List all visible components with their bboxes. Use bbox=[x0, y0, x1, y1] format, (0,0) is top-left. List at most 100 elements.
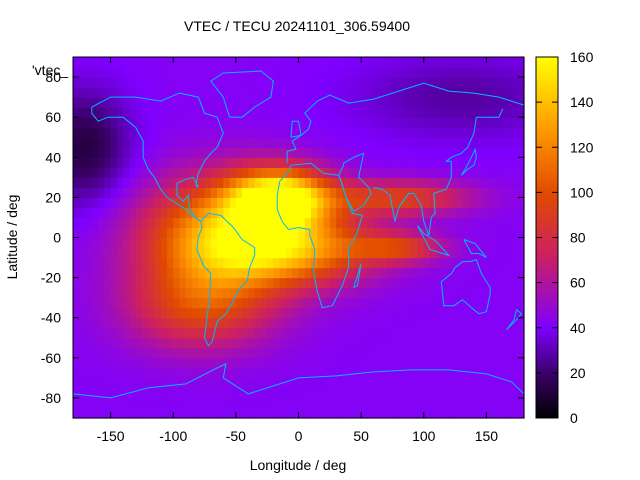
heatmap-cell bbox=[298, 357, 306, 369]
heatmap-cell bbox=[404, 237, 412, 249]
heatmap-cell bbox=[361, 57, 368, 68]
heatmap-cell bbox=[217, 377, 224, 389]
heatmap-cell bbox=[292, 267, 300, 279]
heatmap-cell bbox=[116, 287, 124, 299]
heatmap-cell bbox=[292, 157, 300, 168]
heatmap-cell bbox=[229, 157, 237, 168]
heatmap-cell bbox=[404, 157, 412, 168]
heatmap-cell bbox=[298, 257, 306, 269]
heatmap-cell bbox=[217, 127, 224, 138]
heatmap-cell bbox=[323, 257, 331, 269]
heatmap-cell bbox=[260, 107, 268, 118]
heatmap-cell bbox=[317, 377, 325, 389]
heatmap-cell bbox=[217, 277, 224, 289]
heatmap-cell bbox=[198, 367, 206, 379]
heatmap-cell bbox=[442, 407, 450, 419]
y-axis-label: Latitude / deg bbox=[4, 195, 20, 280]
heatmap-cell bbox=[210, 307, 218, 319]
heatmap-cell bbox=[79, 217, 87, 229]
heatmap-cell bbox=[455, 147, 462, 158]
heatmap-cell bbox=[123, 137, 130, 148]
heatmap-cell bbox=[279, 207, 287, 219]
heatmap-cell bbox=[404, 107, 412, 118]
heatmap-cell bbox=[79, 357, 87, 369]
heatmap-cell bbox=[235, 387, 243, 399]
heatmap-cell bbox=[398, 227, 406, 239]
heatmap-cell bbox=[254, 97, 262, 108]
heatmap-cell bbox=[367, 377, 375, 389]
heatmap-cell bbox=[179, 217, 187, 229]
heatmap-cell bbox=[98, 127, 105, 138]
heatmap-cell bbox=[342, 57, 350, 68]
heatmap-cell bbox=[329, 337, 337, 349]
heatmap-cell bbox=[386, 307, 394, 319]
heatmap-cell bbox=[430, 277, 437, 289]
heatmap-cell bbox=[311, 227, 318, 239]
heatmap-cell bbox=[79, 327, 87, 339]
heatmap-cell bbox=[423, 337, 431, 349]
heatmap-cell bbox=[116, 367, 124, 379]
heatmap-cell bbox=[198, 327, 206, 339]
heatmap-cell bbox=[379, 297, 387, 309]
heatmap-cell bbox=[273, 257, 281, 269]
heatmap-cell bbox=[480, 227, 488, 239]
heatmap-cell bbox=[267, 107, 275, 118]
heatmap-cell bbox=[91, 277, 99, 289]
heatmap-cell bbox=[379, 177, 387, 188]
heatmap-cell bbox=[273, 157, 281, 168]
heatmap-cell bbox=[91, 77, 99, 88]
heatmap-cell bbox=[267, 127, 275, 138]
heatmap-cell bbox=[279, 327, 287, 339]
heatmap-cell bbox=[473, 357, 481, 369]
heatmap-cell bbox=[229, 257, 237, 269]
heatmap-cell bbox=[430, 107, 437, 118]
heatmap-cell bbox=[304, 307, 312, 319]
heatmap-cell bbox=[492, 387, 500, 399]
heatmap-cell bbox=[430, 217, 437, 229]
heatmap-cell bbox=[517, 117, 525, 128]
heatmap-cell bbox=[123, 397, 130, 409]
coastline bbox=[463, 239, 487, 259]
heatmap-cell bbox=[179, 397, 187, 409]
heatmap-cell bbox=[116, 207, 124, 219]
heatmap-cell bbox=[79, 97, 87, 108]
heatmap-cell bbox=[304, 237, 312, 249]
heatmap-cell bbox=[430, 207, 437, 219]
heatmap-cell bbox=[417, 377, 425, 389]
heatmap-cell bbox=[505, 157, 513, 168]
heatmap-cell bbox=[473, 267, 481, 279]
heatmap-cell bbox=[98, 227, 105, 239]
heatmap-cell bbox=[367, 77, 375, 88]
heatmap-cell bbox=[461, 377, 469, 389]
heatmap-cell bbox=[254, 227, 262, 239]
heatmap-cell bbox=[242, 117, 249, 128]
heatmap-cell bbox=[160, 217, 168, 229]
heatmap-cell bbox=[473, 327, 481, 339]
heatmap-cell bbox=[455, 97, 462, 108]
heatmap-cell bbox=[411, 287, 419, 299]
heatmap-cell bbox=[210, 277, 218, 289]
heatmap-cell bbox=[323, 337, 331, 349]
heatmap-cell bbox=[129, 197, 137, 209]
heatmap-cell bbox=[285, 287, 293, 299]
heatmap-cell bbox=[455, 287, 462, 299]
heatmap-cell bbox=[323, 207, 331, 219]
heatmap-cell bbox=[173, 177, 181, 188]
heatmap-cell bbox=[361, 227, 368, 239]
heatmap-cell bbox=[448, 377, 456, 389]
heatmap-cell bbox=[73, 357, 80, 369]
heatmap-cell bbox=[223, 347, 231, 359]
heatmap-cell bbox=[342, 297, 350, 309]
heatmap-cell bbox=[423, 247, 431, 259]
heatmap-cell bbox=[398, 57, 406, 68]
heatmap-cell bbox=[342, 157, 350, 168]
heatmap-cell bbox=[492, 327, 500, 339]
heatmap-cell bbox=[329, 347, 337, 359]
heatmap-cell bbox=[298, 347, 306, 359]
heatmap-cell bbox=[392, 337, 400, 349]
heatmap-cell bbox=[267, 187, 275, 198]
heatmap-cell bbox=[386, 297, 394, 309]
y-tick-label: 40 bbox=[45, 149, 61, 165]
heatmap-cell bbox=[91, 87, 99, 98]
heatmap-cell bbox=[423, 147, 431, 158]
